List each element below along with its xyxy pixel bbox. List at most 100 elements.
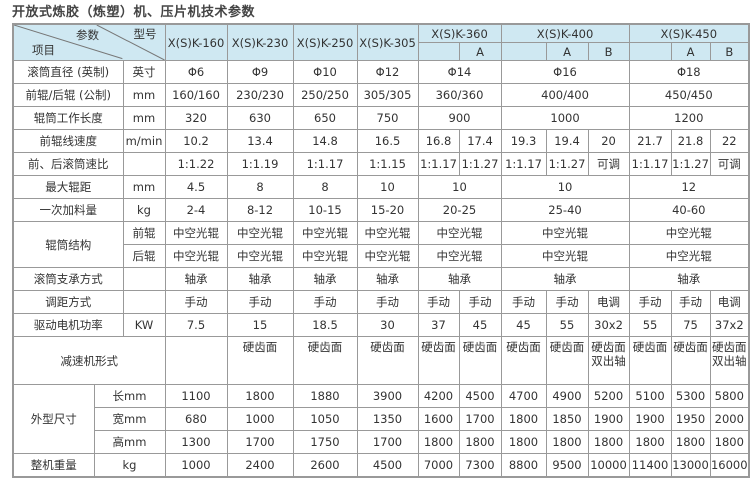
table-cell: 硬齿面	[417, 336, 460, 385]
table-cell: 轴承	[417, 267, 502, 291]
table-cell: 5200	[587, 384, 630, 408]
table-cell: 1600	[417, 407, 460, 431]
table-cell: 8	[292, 175, 358, 199]
table-row: 减速机形式 硬齿面 硬齿面 硬齿面 硬齿面 硬齿面 硬齿面 硬齿面 硬齿面 双出轴 硬齿面 硬齿面硬…	[12, 336, 750, 385]
table-cell: 55	[628, 313, 672, 337]
model-header: X(S)K-250	[292, 23, 358, 61]
row-label: 最大辊距	[12, 175, 124, 199]
table-cell: 硬齿面 双出轴	[709, 336, 750, 385]
table-cell: 305/305	[356, 83, 419, 107]
table-cell: 中空光辊	[628, 244, 750, 268]
table-cell: 1800	[226, 384, 294, 408]
table-cell: 1700	[458, 407, 502, 431]
table-cell: 5100	[628, 384, 672, 408]
table-cell: 硬齿面	[292, 336, 358, 385]
row-unit: 英寸	[122, 60, 166, 84]
table-cell: 13.4	[226, 129, 294, 153]
table-cell: 电调	[709, 290, 750, 314]
table-row: 外型尺寸 长mm 1100 1800 1880 3900 4200 4500 4700 4900 5…	[12, 384, 750, 454]
row-label: 一次加料量	[12, 198, 124, 222]
table-cell: 10000	[587, 453, 630, 478]
table-cell: 中空光辊	[292, 244, 358, 268]
table-cell: 22	[709, 129, 750, 153]
table-cell: 1000	[226, 407, 294, 431]
table-cell: 9500	[545, 453, 589, 478]
table-cell: 1:1.17	[292, 152, 358, 176]
table-cell: 7000	[417, 453, 460, 478]
table-cell: 硬齿面 双出轴	[587, 336, 630, 385]
table-cell: 37	[417, 313, 460, 337]
table-cell: 1:1.15	[356, 152, 419, 176]
table-cell: 15	[226, 313, 294, 337]
table-cell: 20-25	[417, 198, 502, 222]
table-cell: 1200	[628, 106, 750, 130]
table-cell: 中空光辊	[226, 244, 294, 268]
table-cell: 5300	[670, 384, 711, 408]
table-cell: 轴承	[292, 267, 358, 291]
table-cell: 中空光辊	[500, 221, 630, 245]
table-row: 一次加料量 kg 2-4 8-12 10-15 15-20 20-25 25-40 40-60	[12, 198, 750, 222]
table-cell: 1:1.22	[164, 152, 228, 176]
table-row: 前辊/后辊 (公制) mm 160/160 230/230 250/250 305/305…	[12, 83, 750, 107]
table-cell: 轴承	[226, 267, 294, 291]
row-unit	[122, 267, 166, 291]
table-cell: 可调	[709, 152, 750, 176]
table-cell: 手动	[292, 290, 358, 314]
model-variant-header: A	[458, 42, 502, 61]
table-row: 最大辊距 mm 4.5 8 8 10 10 10 12	[12, 175, 750, 199]
table-cell: 21.8	[670, 129, 711, 153]
table-cell: 20	[587, 129, 630, 153]
table-cell: 45	[458, 313, 502, 337]
table-cell: Φ16	[500, 60, 630, 84]
table-cell: 1050	[292, 407, 358, 431]
table-cell: 硬齿面	[226, 336, 294, 385]
table-cell: 17.4	[458, 129, 502, 153]
row-label: 前辊线速度	[12, 129, 124, 153]
table-cell: 16.5	[356, 129, 419, 153]
table-cell: 13000	[670, 453, 711, 478]
table-cell: 中空光辊	[417, 221, 502, 245]
model-variant-header: B	[587, 42, 630, 61]
spec-table: 参数 型号 项目 X(S)K-160 X(S)K-230 X(S)K-250 X(S)K-3…	[12, 23, 751, 478]
table-cell: 7300	[458, 453, 502, 478]
table-cell: 10	[417, 175, 502, 199]
row-unit: kg	[93, 453, 166, 478]
table-cell: 630	[226, 106, 294, 130]
table-row: 后辊 中空光辊 中空光辊 中空光辊 中空光辊 中空光辊 中空光辊 中空光辊	[13, 244, 750, 268]
table-cell: 2600	[292, 453, 358, 478]
row-unit: 前辊	[122, 221, 166, 245]
table-cell: 1900	[628, 407, 672, 431]
table-row: 驱动电机功率 KW 7.5 15 18.5 30 37 45 45 55 30x2 55 75 37x2	[12, 313, 750, 337]
table-cell: 10	[356, 175, 419, 199]
table-cell: 1800	[500, 407, 547, 431]
table-cell: 750	[356, 106, 419, 130]
table-cell: 中空光辊	[164, 244, 228, 268]
table-cell: 1:1.27	[545, 152, 589, 176]
table-cell: 1100	[164, 384, 228, 408]
table-cell: 轴承	[356, 267, 419, 291]
table-cell: 4900	[545, 384, 589, 408]
table-cell: 12	[628, 175, 750, 199]
table-cell: 手动	[500, 290, 547, 314]
table-cell: 4500	[458, 384, 502, 408]
corner-model-label: 型号	[133, 27, 157, 41]
table-cell: 250/250	[292, 83, 358, 107]
table-cell: 1:1.27	[670, 152, 711, 176]
row-unit: 高mm	[93, 430, 166, 454]
table-cell: 1300	[164, 430, 228, 454]
table-cell: 2400	[226, 453, 294, 478]
table-cell: 5800	[709, 384, 750, 408]
table-cell: 4200	[417, 384, 460, 408]
table-cell: Φ14	[417, 60, 502, 84]
diagonal-lines	[14, 25, 165, 60]
table-cell: 680	[164, 407, 228, 431]
table-cell: 19.4	[545, 129, 589, 153]
table-cell: 10-15	[292, 198, 358, 222]
row-unit: kg	[122, 198, 166, 222]
table-cell: 10	[500, 175, 630, 199]
row-unit	[122, 290, 166, 314]
header-corner: 参数 型号 项目	[12, 23, 166, 61]
table-cell: 手动	[226, 290, 294, 314]
table-row: 滚筒支承方式 轴承 轴承 轴承 轴承 轴承 轴承 轴承	[12, 267, 750, 291]
table-cell: 4.5	[164, 175, 228, 199]
